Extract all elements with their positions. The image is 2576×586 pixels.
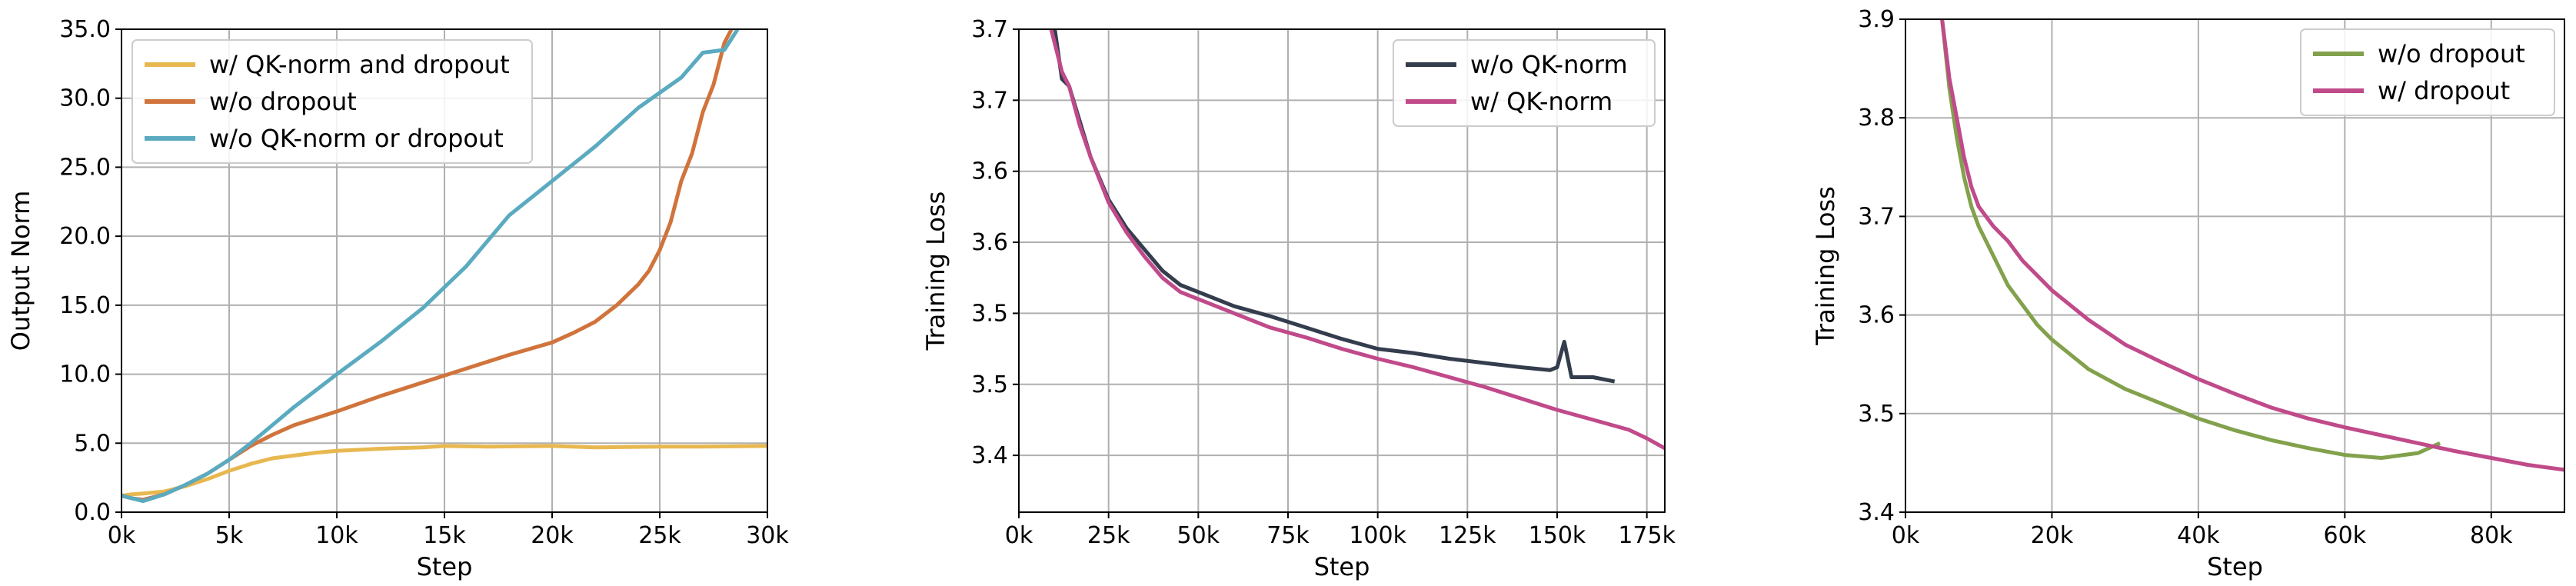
y-tick-label: 35.0: [59, 16, 111, 43]
y-tick-label: 3.5: [971, 300, 1008, 327]
y-tick-label: 30.0: [59, 85, 111, 112]
y-tick-label: 3.5: [1858, 401, 1895, 428]
x-tick-label: 150k: [1529, 522, 1586, 549]
x-tick-label: 20k: [531, 522, 574, 549]
y-tick-label: 3.5: [971, 371, 1008, 398]
legend-label: w/o dropout: [209, 87, 357, 116]
legend-box: [131, 39, 533, 164]
x-tick-label: 5k: [215, 522, 244, 549]
y-tick-label: 3.8: [1858, 105, 1895, 132]
legend: w/ QK-norm and dropout w/o dropout w/o QK-…: [131, 39, 533, 164]
x-tick-label: 25k: [1087, 522, 1130, 549]
x-tick-label: 30k: [746, 522, 789, 549]
x-tick-label: 175k: [1618, 522, 1676, 549]
y-tick-label: 15.0: [59, 292, 111, 319]
y-tick-label: 0.0: [74, 499, 111, 526]
x-tick-label: 80k: [2470, 522, 2513, 549]
x-tick-label: 0k: [1892, 522, 1920, 549]
x-tick-label: 20k: [2031, 522, 2074, 549]
series-line-3: [121, 29, 741, 504]
legend-box: [1393, 39, 1656, 127]
legend: w/o dropout w/ dropout: [2300, 28, 2555, 116]
y-axis-label: Training Loss: [921, 191, 950, 351]
y-tick-label: 3.4: [971, 442, 1008, 469]
legend: w/o QK-norm w/ QK-norm: [1393, 39, 1656, 127]
legend-box: [2300, 28, 2555, 116]
legend-label: w/o dropout: [2378, 39, 2525, 68]
x-tick-label: 50k: [1177, 522, 1220, 549]
plot-frame: [1018, 28, 1666, 513]
x-tick-label: 0k: [108, 522, 136, 549]
x-tick-label: 60k: [2324, 522, 2367, 549]
chart-panel-1: 0k 5k 10k 15k 20k 25k 30k 0.0 5.0 10.0 15.0 20.0 25.…: [6, 16, 789, 581]
y-tick-label: 3.7: [971, 87, 1008, 114]
x-tick-label: 125k: [1439, 522, 1496, 549]
y-tick-label: 10.0: [59, 361, 111, 388]
y-tick-label: 3.9: [1858, 6, 1895, 33]
series-line-2: [1049, 29, 1665, 451]
chart-panel-2: 0k 25k 50k 75k 100k 125k 150k 175k 3.4 3.5 3.5 3.6 3…: [921, 16, 1676, 581]
plot-frame: [1905, 18, 2565, 513]
x-axis-label: Step: [1314, 552, 1370, 581]
y-axis-label: Output Norm: [6, 191, 35, 351]
x-axis-label: Step: [417, 552, 473, 581]
series-line-2: [1940, 19, 2564, 472]
x-tick-label: 0k: [1005, 522, 1033, 549]
legend-label: w/o QK-norm or dropout: [209, 124, 504, 153]
y-tick-label: 3.6: [971, 158, 1008, 185]
x-tick-label: 40k: [2177, 522, 2220, 549]
y-axis-label: Training Loss: [1811, 186, 1840, 346]
legend-label: w/ QK-norm and dropout: [209, 50, 510, 79]
y-tick-label: 3.4: [1858, 499, 1895, 526]
x-tick-label: 25k: [638, 522, 681, 549]
y-tick-label: 20.0: [59, 223, 111, 250]
y-tick-label: 25.0: [59, 154, 111, 181]
chart-panel-3: 0k 20k 40k 60k 80k 3.4 3.5 3.6 3.7 3.8 3.9 Step Trai…: [1811, 6, 2565, 581]
series-line-1: [1940, 19, 2441, 460]
y-tick-label: 5.0: [74, 430, 111, 457]
legend-label: w/o QK-norm: [1470, 50, 1628, 79]
legend-label: w/ dropout: [2378, 76, 2510, 105]
y-tick-label: 3.6: [1858, 302, 1895, 329]
x-tick-label: 75k: [1266, 522, 1310, 549]
y-tick-label: 3.7: [971, 16, 1008, 43]
x-tick-label: 10k: [315, 522, 358, 549]
x-axis-label: Step: [2207, 552, 2263, 581]
y-tick-label: 3.7: [1858, 203, 1895, 230]
x-tick-label: 15k: [423, 522, 466, 549]
x-tick-label: 100k: [1349, 522, 1406, 549]
y-tick-label: 3.6: [971, 229, 1008, 256]
legend-label: w/ QK-norm: [1470, 87, 1612, 116]
